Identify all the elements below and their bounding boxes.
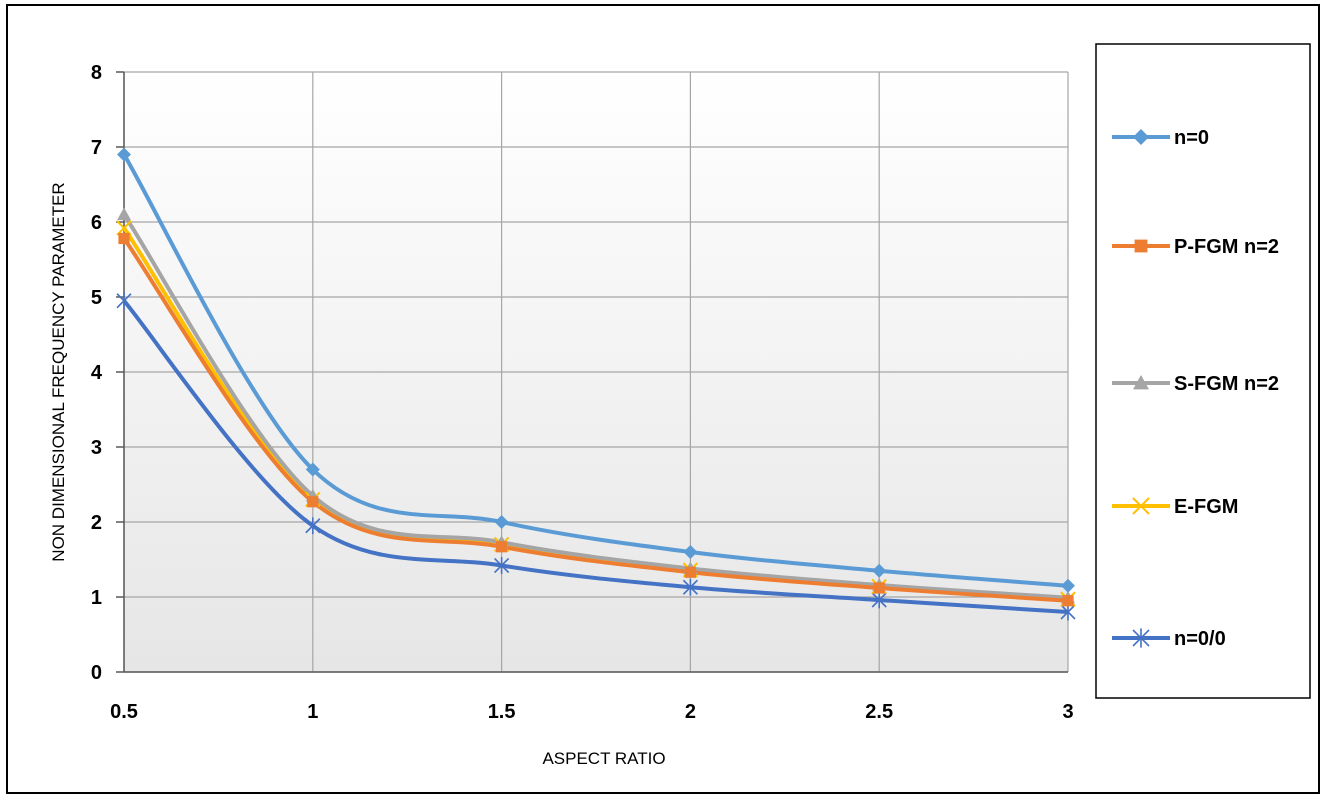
legend-item: S-FGM n=2 (1112, 373, 1279, 395)
legend-item: E-FGM (1112, 496, 1238, 518)
legend-label: E-FGM (1174, 496, 1238, 518)
y-tick-label: 0 (91, 662, 102, 684)
data-point (116, 292, 132, 310)
x-tick-label: 0.5 (110, 701, 138, 723)
legend-box (1095, 43, 1311, 699)
x-tick-label: 3 (1062, 701, 1073, 723)
y-axis-title: NON DIMENSIONAL FREQUENCY PARAMETER (49, 182, 68, 561)
legend-label: S-FGM n=2 (1174, 373, 1279, 395)
data-point (683, 545, 698, 559)
y-tick-label: 2 (91, 512, 102, 534)
series-line-2 (122, 213, 1069, 600)
legend-item: n=0/0 (1112, 628, 1226, 650)
x-axis-title: ASPECT RATIO (542, 749, 665, 768)
x-tick-label: 2.5 (865, 701, 893, 723)
data-point (118, 232, 130, 245)
legend-label: n=0/0 (1174, 628, 1226, 650)
series-line-4 (122, 299, 1069, 614)
data-point (684, 566, 696, 578)
legend-item: P-FGM n=2 (1112, 236, 1279, 258)
x-tick-label: 1.5 (488, 701, 516, 723)
x-tick-label: 1 (307, 701, 318, 723)
series-line-0 (122, 153, 1069, 588)
legend-marker (1133, 129, 1149, 145)
legend-marker (1133, 375, 1149, 390)
y-tick-label: 4 (91, 362, 103, 384)
data-point (496, 541, 508, 553)
x-tick-label: 2 (685, 701, 696, 723)
data-point (116, 220, 132, 236)
y-tick-label: 7 (91, 137, 102, 159)
data-point (873, 582, 885, 594)
legend-marker (1132, 628, 1150, 648)
data-point (872, 563, 887, 578)
y-tick-label: 6 (91, 212, 102, 234)
data-point (494, 557, 510, 574)
legend-item: n=0 (1112, 127, 1209, 149)
y-tick-label: 1 (91, 587, 102, 609)
legend-label: P-FGM n=2 (1174, 236, 1279, 258)
data-point (682, 578, 698, 596)
data-point (494, 515, 509, 529)
data-point (307, 496, 319, 508)
data-point (1060, 603, 1076, 621)
data-point (117, 147, 131, 162)
data-point (305, 517, 321, 535)
data-point (305, 462, 320, 477)
data-point (1061, 578, 1075, 593)
series-line-1 (122, 237, 1069, 603)
data-point (117, 207, 131, 221)
data-point (1062, 595, 1074, 607)
data-point (871, 591, 887, 609)
y-tick-label: 3 (91, 437, 102, 459)
legend-marker (1134, 239, 1148, 253)
legend-marker (1132, 497, 1150, 515)
y-tick-label: 5 (91, 287, 102, 309)
legend-label: n=0 (1174, 127, 1209, 149)
y-tick-label: 8 (91, 62, 102, 84)
